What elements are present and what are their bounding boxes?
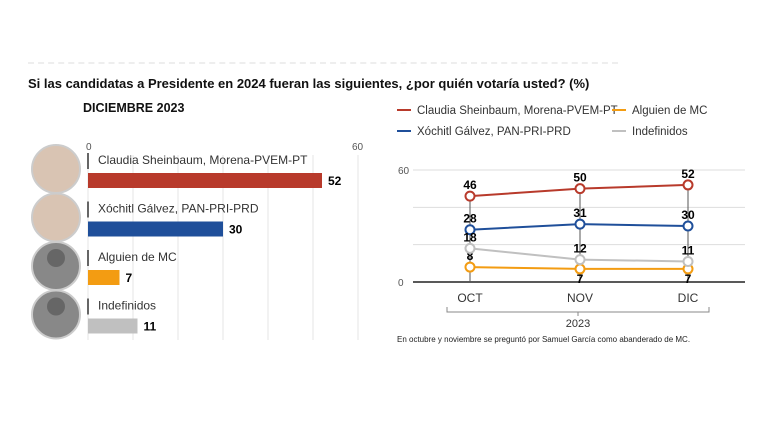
point-label: 12 [573, 242, 587, 256]
bar-sheinbaum [88, 173, 322, 188]
point-label: 11 [682, 243, 695, 257]
point-sheinbaum [464, 190, 476, 202]
point-label: 8 [467, 249, 474, 263]
point-label: 46 [463, 178, 477, 192]
chart-title: Si las candidatas a Presidente en 2024 f… [28, 76, 590, 91]
candidate-photo [31, 144, 81, 194]
bar-tick-60: 60 [352, 142, 364, 153]
point-indefinidos [464, 242, 476, 254]
line-xtick: OCT [457, 291, 483, 305]
point-sheinbaum [682, 179, 694, 191]
bar-label: Alguien de MC [98, 250, 177, 264]
point-galvez [682, 220, 694, 232]
point-indefinidos [574, 254, 586, 266]
bar-indefinidos [88, 318, 138, 334]
point-label: 28 [463, 212, 477, 226]
point-indefinidos [682, 255, 694, 267]
legend-label: Indefinidos [632, 126, 688, 138]
bar-mc [88, 270, 120, 285]
line-xlabel: 2023 [566, 318, 590, 330]
bar-value: 11 [144, 320, 157, 334]
bar-tick-0: 0 [86, 142, 92, 153]
point-galvez [464, 224, 476, 236]
year-bracket [446, 307, 710, 316]
line-xtick: NOV [567, 291, 593, 305]
legend-label: Xóchitl Gálvez, PAN-PRI-PRD [417, 126, 571, 138]
point-mc [464, 261, 476, 273]
bar-value: 7 [126, 271, 133, 285]
avatar-head [47, 249, 65, 267]
footnote: En octubre y noviembre se preguntó por S… [397, 335, 691, 344]
bar-value: 52 [328, 174, 342, 188]
bar-label: Claudia Sheinbaum, Morena-PVEM-PT [98, 153, 308, 167]
candidate-photo [31, 192, 81, 243]
legend-label: Claudia Sheinbaum, Morena-PVEM-PT [417, 105, 618, 117]
line-ytick-60: 60 [398, 166, 410, 177]
point-label: 18 [463, 230, 477, 244]
point-label: 31 [573, 206, 587, 220]
avatar-head [47, 297, 65, 316]
bar-label: Indefinidos [98, 299, 156, 313]
point-galvez [574, 218, 586, 230]
point-label: 50 [573, 171, 587, 185]
point-label: 7 [685, 272, 692, 286]
line-ytick-0: 0 [398, 278, 404, 289]
bar-label: Xóchitl Gálvez, PAN-PRI-PRD [98, 202, 259, 216]
bar-subtitle: DICIEMBRE 2023 [83, 101, 185, 115]
bar-value: 30 [229, 223, 243, 237]
point-label: 52 [681, 167, 695, 181]
divider [28, 62, 618, 64]
bar-galvez [88, 221, 223, 237]
legend-label: Alguien de MC [632, 105, 707, 117]
point-sheinbaum [574, 183, 586, 195]
point-label: 7 [577, 272, 584, 286]
line-xtick: DIC [678, 291, 699, 305]
point-label: 30 [681, 208, 695, 222]
